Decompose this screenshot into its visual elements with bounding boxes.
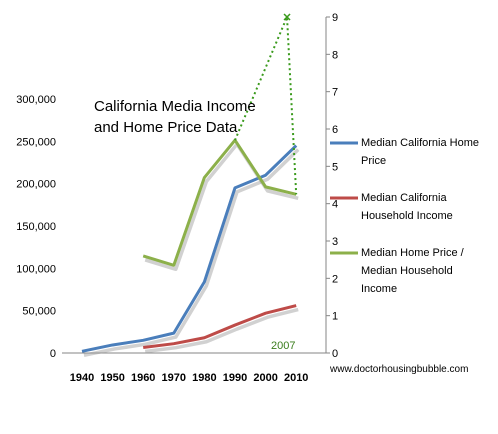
x-tick-label: 1960 — [131, 372, 155, 384]
left-tick-label: 50,000 — [22, 306, 56, 318]
left-tick-label: 300,000 — [16, 94, 56, 106]
source-credit: www.doctorhousingbubble.com — [329, 364, 468, 375]
right-tick-label: 8 — [332, 49, 338, 61]
legend-label-2: Median Home Price / — [361, 247, 465, 259]
left-tick-label: 200,000 — [16, 179, 56, 191]
legend: Median California Home Price Median Califo… — [330, 137, 479, 295]
annotation-layer: 2007 — [234, 13, 298, 352]
x-tick-label: 1980 — [192, 372, 216, 384]
left-tick-label: 150,000 — [16, 221, 56, 233]
left-axis-ticks: 0 50,000 100,000 150,000 200,000 250,000 300,0… — [16, 94, 56, 360]
legend-label-0: Median California Home — [361, 137, 479, 149]
legend-label-1: Household Income — [361, 210, 453, 222]
series-layer — [81, 138, 300, 358]
left-tick-label: 250,000 — [16, 136, 56, 148]
legend-label-2: Median Household — [361, 265, 453, 277]
right-tick-label: 9 — [332, 12, 338, 24]
x-tick-label: 1970 — [162, 372, 186, 384]
right-tick-label: 6 — [332, 124, 338, 136]
x-tick-label: 2010 — [284, 372, 308, 384]
right-tick-label: 4 — [332, 199, 338, 211]
right-tick-label: 5 — [332, 161, 338, 173]
right-tick-label: 2 — [332, 273, 338, 285]
annotation-label: 2007 — [271, 340, 295, 352]
legend-label-0: Price — [361, 155, 386, 167]
legend-label-2: Income — [361, 283, 397, 295]
right-tick-label: 7 — [332, 87, 338, 99]
series-line-1 — [143, 304, 297, 349]
left-tick-label: 100,000 — [16, 263, 56, 275]
x-axis-ticks: 1940 1950 1960 1970 1980 1990 2000 2010 — [70, 372, 309, 384]
chart-title-line-2: and Home Price Data — [94, 119, 238, 136]
x-tick-label: 2000 — [253, 372, 277, 384]
right-axis-ticks: 0 1 2 3 4 5 6 7 8 9 — [326, 12, 338, 360]
x-tick-label: 1990 — [223, 372, 247, 384]
x-tick-label: 1950 — [100, 372, 124, 384]
x-tick-label: 1940 — [70, 372, 94, 384]
axis-lines — [62, 17, 327, 354]
legend-label-1: Median California — [361, 192, 447, 204]
chart-title-line-1: California Media Income — [94, 98, 256, 115]
series-line-2 — [142, 138, 297, 267]
right-tick-label: 1 — [332, 311, 338, 323]
right-tick-label: 3 — [332, 236, 338, 248]
series-shadow — [83, 148, 300, 358]
left-tick-label: 0 — [50, 348, 56, 360]
right-tick-label: 0 — [332, 348, 338, 360]
series-shadow — [144, 142, 299, 272]
peak-marker-x — [283, 13, 291, 21]
series-shadow — [144, 307, 299, 354]
